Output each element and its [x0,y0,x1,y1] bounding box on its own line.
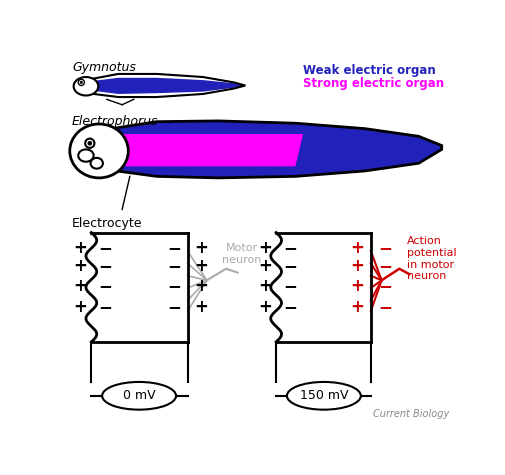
Text: −: − [378,298,392,316]
Text: Strong electric organ: Strong electric organ [303,76,444,90]
Text: +: + [194,239,209,257]
Text: +: + [74,277,87,295]
Ellipse shape [78,79,84,86]
Text: Gymnotus: Gymnotus [72,61,136,74]
Text: Action
potential
in motor
neuron: Action potential in motor neuron [407,237,457,281]
Text: Electrophorus: Electrophorus [72,115,159,128]
Text: −: − [98,257,112,276]
Text: −: − [283,239,297,257]
Polygon shape [117,134,303,166]
Text: +: + [259,257,272,276]
Text: −: − [167,257,181,276]
Text: −: − [378,239,392,257]
Text: +: + [74,239,87,257]
Text: +: + [74,257,87,276]
Text: +: + [259,239,272,257]
Ellipse shape [87,141,92,145]
Text: −: − [283,257,297,276]
Text: +: + [259,277,272,295]
Text: Electrocyte: Electrocyte [72,217,142,230]
Ellipse shape [70,124,128,178]
Ellipse shape [287,382,361,409]
Bar [91,233,187,342]
Text: −: − [167,298,181,316]
Text: Current Biology: Current Biology [373,409,449,419]
Text: −: − [98,277,112,295]
Text: +: + [259,298,272,316]
Text: −: − [283,277,297,295]
Text: 150 mV: 150 mV [299,390,348,402]
Polygon shape [117,121,442,178]
Text: +: + [194,298,209,316]
Text: −: − [167,277,181,295]
Text: −: − [378,277,392,295]
Ellipse shape [80,81,83,84]
Ellipse shape [74,77,98,95]
Text: +: + [350,257,364,276]
Text: Motor
neuron: Motor neuron [222,243,261,265]
Text: −: − [98,239,112,257]
Text: −: − [167,239,181,257]
Bar [276,233,371,342]
Text: +: + [194,277,209,295]
Text: −: − [283,298,297,316]
Ellipse shape [85,139,94,148]
Text: +: + [350,239,364,257]
Text: +: + [74,298,87,316]
Ellipse shape [102,382,176,409]
Text: +: + [350,298,364,316]
Text: +: + [350,277,364,295]
Text: −: − [98,298,112,316]
Text: −: − [378,257,392,276]
Text: 0 mV: 0 mV [123,390,156,402]
Text: +: + [194,257,209,276]
Polygon shape [93,78,245,94]
Text: Weak electric organ: Weak electric organ [303,64,436,77]
